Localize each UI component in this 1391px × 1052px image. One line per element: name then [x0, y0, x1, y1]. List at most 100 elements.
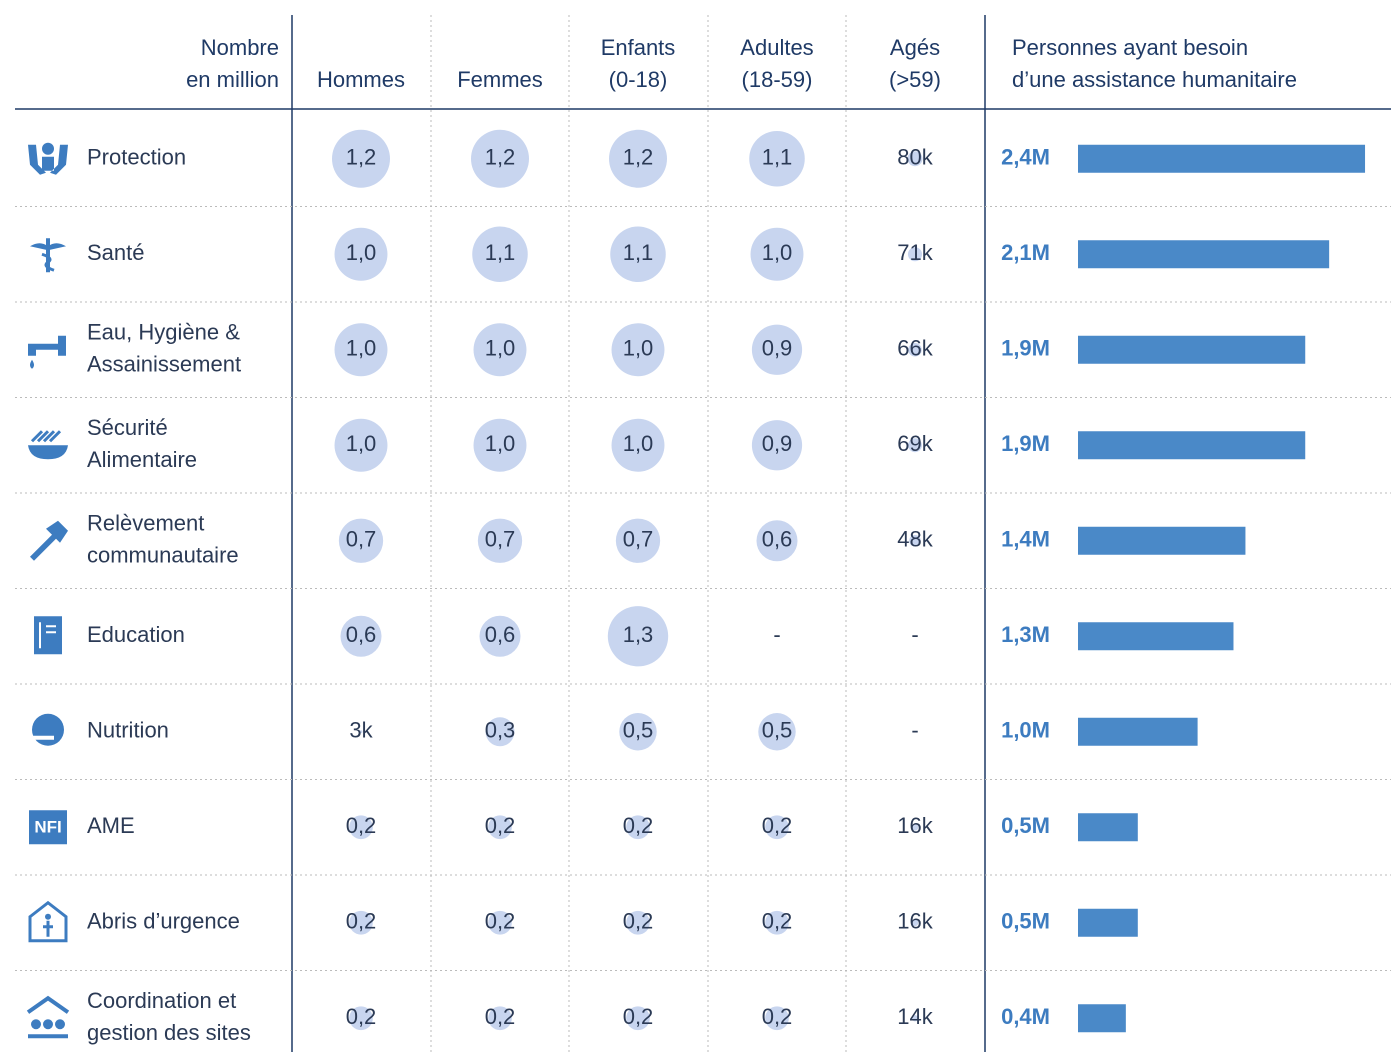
sector-label: Eau, Hygiène & [87, 320, 240, 345]
cell-label: 66k [897, 336, 933, 361]
sector-label: Assainissement [87, 352, 241, 377]
total-bar [1078, 717, 1198, 746]
bubble [477, 518, 523, 563]
total-label: 1,4M [1001, 527, 1050, 552]
cell-label: 0,7 [485, 527, 516, 552]
icon-part [31, 1019, 41, 1030]
bubble [488, 815, 512, 840]
sector-label: Education [87, 622, 185, 647]
icon-part [32, 713, 64, 746]
sector-icon [28, 713, 64, 746]
cell-label: 1,1 [485, 240, 516, 265]
sector-label: AME [87, 813, 135, 838]
icon-part [30, 520, 68, 561]
bubble [334, 323, 388, 377]
cell-label: 1,2 [623, 145, 654, 170]
cell-label: 1,0 [762, 240, 793, 265]
icon-part [39, 622, 56, 649]
bubble [750, 227, 804, 281]
bubble [473, 323, 527, 377]
cell-label: 3k [349, 718, 373, 743]
sector-icon [28, 142, 68, 175]
header-label: Agés [890, 35, 940, 60]
sector-icon [28, 335, 66, 369]
bubble [471, 129, 529, 188]
bubble [619, 713, 657, 751]
total-bar [1078, 335, 1306, 364]
cell-label: 0,2 [623, 1004, 654, 1029]
bubble [765, 1006, 789, 1031]
bubble [332, 129, 390, 188]
total-bar [1078, 526, 1246, 555]
header-label: Enfants [601, 35, 676, 60]
cell-label: 14k [897, 1004, 933, 1029]
icon-part [45, 913, 51, 920]
sector-label: communautaire [87, 543, 239, 568]
cell-label: 0,2 [485, 909, 516, 934]
bubble [909, 534, 921, 547]
bubble [908, 342, 922, 357]
sector-icon: NFI [29, 810, 67, 845]
icon-part [28, 335, 66, 356]
sector-label: Coordination et [87, 988, 236, 1013]
cell-label: 0,2 [485, 1004, 516, 1029]
bubble [758, 713, 796, 751]
bubble [751, 420, 803, 471]
icon-part [28, 445, 68, 460]
total-bar [1078, 908, 1138, 937]
cell-label: 0,2 [762, 909, 793, 934]
cell-label: 80k [897, 145, 933, 170]
icon-label: NFI [34, 818, 61, 837]
bubble [479, 615, 521, 657]
bubble [472, 226, 528, 283]
cell-label: 0,5 [762, 718, 793, 743]
bubble [765, 910, 789, 935]
bubble [488, 1006, 512, 1031]
sector-label: Protection [87, 145, 186, 170]
cell-label: 0,6 [762, 527, 793, 552]
sector-icon [26, 995, 70, 1039]
icon-part [55, 1019, 65, 1030]
header-label: (0-18) [609, 67, 668, 92]
bubble [751, 324, 803, 375]
bubble [338, 518, 384, 563]
total-label: 2,1M [1001, 240, 1050, 265]
cell-label: 0,6 [485, 622, 516, 647]
header-label: Nombre [201, 35, 279, 60]
cell-label: - [911, 718, 918, 743]
bubble [488, 910, 512, 935]
header-label: Adultes [740, 35, 813, 60]
cell-label: 16k [897, 909, 933, 934]
cell-label: 71k [897, 240, 933, 265]
cell-label: 1,0 [485, 336, 516, 361]
sector-icon [30, 520, 68, 561]
bubble [907, 247, 923, 262]
cell-label: 0,2 [485, 813, 516, 838]
total-label: 1,3M [1001, 622, 1050, 647]
bubble [611, 323, 665, 377]
header-label: (>59) [889, 67, 941, 92]
sector-label: Sécurité [87, 415, 168, 440]
cell-label: 1,0 [623, 431, 654, 456]
cell-label: 0,5 [623, 718, 654, 743]
icon-part [43, 920, 53, 937]
cell-label: - [773, 622, 780, 647]
header-label: d’une assistance humanitaire [1012, 67, 1297, 92]
cell-label: 48k [897, 527, 933, 552]
bubble [765, 815, 789, 840]
bubble [485, 717, 515, 747]
bubble [334, 227, 388, 281]
cell-label: 0,2 [346, 813, 377, 838]
bubble [609, 129, 667, 188]
icon-part [30, 430, 62, 443]
total-label: 1,9M [1001, 336, 1050, 361]
total-bar [1078, 240, 1330, 269]
bubble [911, 919, 919, 927]
cell-label: - [911, 622, 918, 647]
cell-label: 1,2 [346, 145, 377, 170]
bubble [611, 418, 665, 472]
cell-label: 0,9 [762, 336, 793, 361]
icon-part [43, 1019, 53, 1030]
cell-label: 0,2 [623, 909, 654, 934]
sector-label: gestion des sites [87, 1020, 251, 1045]
